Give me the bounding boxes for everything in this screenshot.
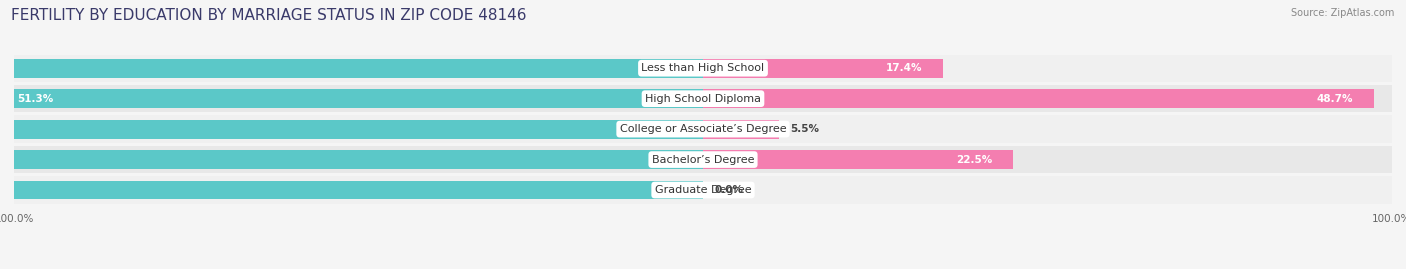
Bar [14, 115, 1392, 143]
Text: 51.3%: 51.3% [17, 94, 53, 104]
Bar [14, 176, 1392, 204]
Bar [0, 150, 703, 169]
Text: Bachelor’s Degree: Bachelor’s Degree [652, 155, 754, 165]
Bar [703, 120, 779, 139]
Bar [703, 89, 1374, 108]
Bar [0, 59, 703, 78]
Bar [14, 85, 1392, 112]
Text: Less than High School: Less than High School [641, 63, 765, 73]
Text: 22.5%: 22.5% [956, 155, 993, 165]
Text: College or Associate’s Degree: College or Associate’s Degree [620, 124, 786, 134]
Text: FERTILITY BY EDUCATION BY MARRIAGE STATUS IN ZIP CODE 48146: FERTILITY BY EDUCATION BY MARRIAGE STATU… [11, 8, 527, 23]
Bar [14, 55, 1392, 82]
Text: Source: ZipAtlas.com: Source: ZipAtlas.com [1291, 8, 1395, 18]
Text: 5.5%: 5.5% [790, 124, 818, 134]
Bar [703, 150, 1012, 169]
Bar [0, 89, 703, 108]
Bar [14, 146, 1392, 173]
Bar [703, 59, 943, 78]
Text: 48.7%: 48.7% [1317, 94, 1354, 104]
Text: 17.4%: 17.4% [886, 63, 922, 73]
Text: High School Diploma: High School Diploma [645, 94, 761, 104]
Bar [0, 120, 703, 139]
Text: Graduate Degree: Graduate Degree [655, 185, 751, 195]
Bar [0, 180, 703, 200]
Text: 0.0%: 0.0% [714, 185, 742, 195]
